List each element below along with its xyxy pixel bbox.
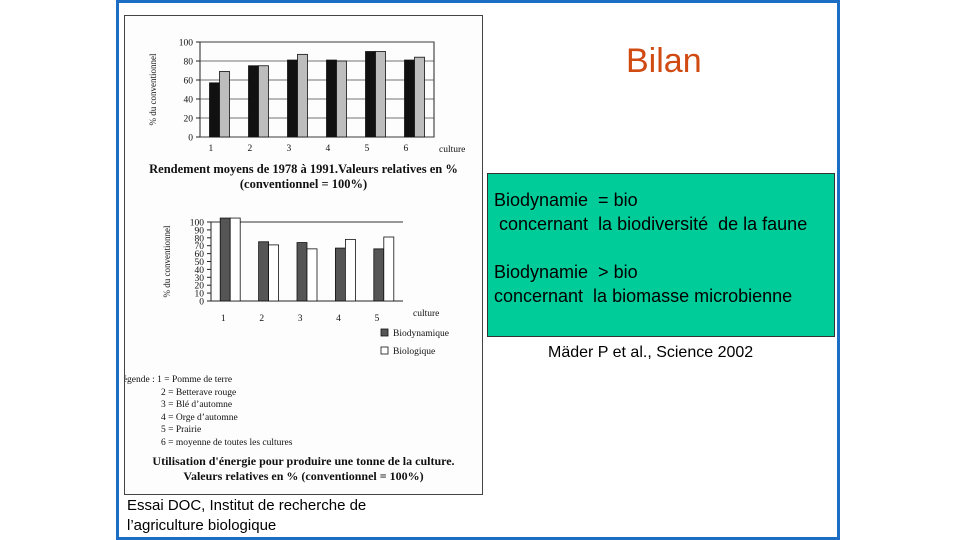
legend-item-4: 4 = Orge d’automne <box>161 412 238 423</box>
bar <box>383 236 395 302</box>
bar <box>306 248 318 302</box>
bar <box>296 242 308 302</box>
conclusion-line-5: concernant la biomasse microbienne <box>494 286 793 306</box>
legend-label: Biologique <box>393 347 435 357</box>
y-tick-label: 0 <box>188 134 193 144</box>
bar <box>219 71 230 138</box>
x-tick-label: 3 <box>287 144 292 154</box>
bar <box>219 217 231 302</box>
y-tick-label: 40 <box>184 96 194 106</box>
legend-item-5: 5 = Prairie <box>161 425 202 435</box>
legend-item-1: 1 = Pomme de terre <box>157 375 233 385</box>
y-tick-label: 50 <box>195 258 205 268</box>
bar <box>334 247 346 302</box>
reference-citation: Mäder P et al., Science 2002 <box>548 344 754 361</box>
conclusion-line-4: Biodynamie > bio <box>494 262 638 282</box>
y-tick-label: 90 <box>195 226 205 236</box>
conclusion-box: Biodynamie = bio concernant la biodivers… <box>487 173 835 337</box>
y-tick-label: 20 <box>195 282 205 292</box>
y-axis-label: % du conventionnel <box>148 53 158 125</box>
caption-energie-line2: Valeurs relatives en % (conventionnel = … <box>183 469 424 483</box>
x-tick-label: 5 <box>365 144 370 154</box>
y-tick-label: 60 <box>184 77 194 87</box>
x-tick-label: 2 <box>259 314 264 324</box>
bar <box>258 65 269 138</box>
x-tick-label: 4 <box>336 314 341 324</box>
source-caption: Essai DOC, Institut de recherche de l’ag… <box>127 497 367 534</box>
y-tick-label: 20 <box>184 115 194 125</box>
bar <box>268 244 280 302</box>
conclusion-line-3 <box>494 236 834 260</box>
legend-swatch <box>380 346 389 355</box>
scanned-figure: 0 20 40 60 80 100 1 2 3 4 5 6 culture% du convention… <box>124 15 483 495</box>
x-tick-label: 1 <box>209 144 214 154</box>
bar <box>229 217 241 302</box>
y-tick-label: 100 <box>179 39 194 49</box>
y-tick-label: 10 <box>195 290 205 300</box>
bar <box>373 248 385 302</box>
bar <box>336 60 347 138</box>
culture-legend: Légende : 1 = Pomme de terre 2 = Bettera… <box>125 374 292 449</box>
y-tick-label: 80 <box>195 234 205 244</box>
legend-item-3: 3 = Blé d’automne <box>161 400 233 410</box>
caption-energie: Utilisation d'énergie pour produire une … <box>125 454 482 484</box>
bar <box>297 53 308 138</box>
x-tick-label: 1 <box>221 314 226 324</box>
legend-item-2: 2 = Betterave rouge <box>161 387 237 398</box>
y-axis-label: % du conventionnel <box>162 225 172 297</box>
chart-rendements: 0 20 40 60 80 100 1 2 3 4 5 6 culture % du convention… <box>148 39 465 156</box>
caption-rendements-line1: Rendement moyens de 1978 à 1991.Valeurs … <box>149 162 458 176</box>
conclusion-line-1: Biodynamie = bio <box>494 190 638 210</box>
x-tick-label: 2 <box>248 144 253 154</box>
y-tick-label: 60 <box>195 250 205 260</box>
y-tick-label: 40 <box>195 266 205 276</box>
y-tick-label: 100 <box>190 219 205 229</box>
y-tick-label: 0 <box>199 298 204 308</box>
y-tick-label: 30 <box>195 274 205 284</box>
bar <box>375 51 386 138</box>
x-tick-label: 6 <box>404 144 409 154</box>
y-tick-label: 70 <box>195 242 205 252</box>
x-tick-label: 4 <box>326 144 331 154</box>
legend-title: Légende : <box>125 375 155 385</box>
x-tick-label: 3 <box>298 314 303 324</box>
caption-rendements: Rendement moyens de 1978 à 1991.Valeurs … <box>125 162 482 192</box>
slide-title: Bilan <box>626 42 702 80</box>
bar <box>344 238 356 302</box>
x-tick-label: 5 <box>375 314 380 324</box>
caption-rendements-line2: (conventionnel = 100%) <box>239 177 368 191</box>
legend-label: Biodynamique <box>393 329 449 339</box>
y-tick-label: 80 <box>184 58 194 68</box>
bar <box>258 241 270 302</box>
legend-item-6: 6 = moyenne de toutes les cultures <box>161 437 293 448</box>
x-axis-label: culture <box>413 309 439 319</box>
bar <box>414 56 425 138</box>
legend-swatch <box>380 328 389 337</box>
caption-energie-line1: Utilisation d'énergie pour produire une … <box>152 454 455 468</box>
conclusion-line-2: concernant la biodiversité de la faune <box>494 214 808 234</box>
x-axis-label: culture <box>439 145 465 155</box>
